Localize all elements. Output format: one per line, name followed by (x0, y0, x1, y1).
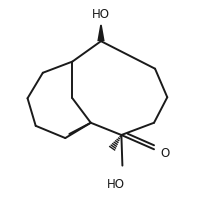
Text: O: O (161, 147, 170, 160)
Polygon shape (97, 25, 105, 41)
Text: HO: HO (107, 178, 125, 191)
Text: HO: HO (92, 8, 110, 21)
